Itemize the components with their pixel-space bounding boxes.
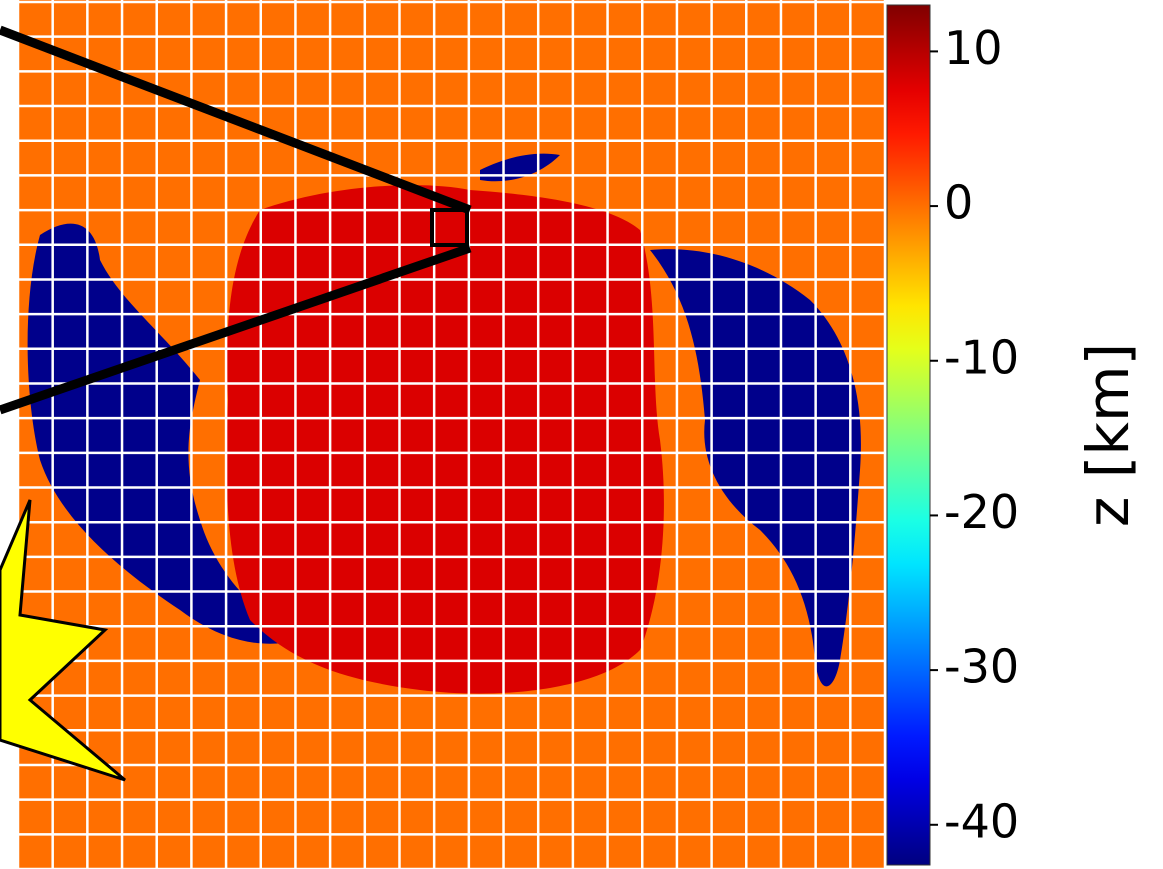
- figure: z [km] 10 0 -10 -20 -30 -40: [0, 0, 1163, 869]
- colorbar-tick-label: -20: [944, 485, 1019, 539]
- colorbar-label: z [km]: [1074, 343, 1142, 527]
- colorbar-tick-label: -30: [944, 640, 1019, 694]
- colorbar: [887, 5, 930, 865]
- colorbar-tick-label: 0: [944, 176, 973, 230]
- colorbar-tick-label: 10: [944, 21, 1003, 75]
- colorbar-tick-label: -40: [944, 794, 1019, 848]
- colorbar-tick-label: -10: [944, 330, 1019, 384]
- center-region: [227, 185, 664, 693]
- map: [18, 0, 885, 869]
